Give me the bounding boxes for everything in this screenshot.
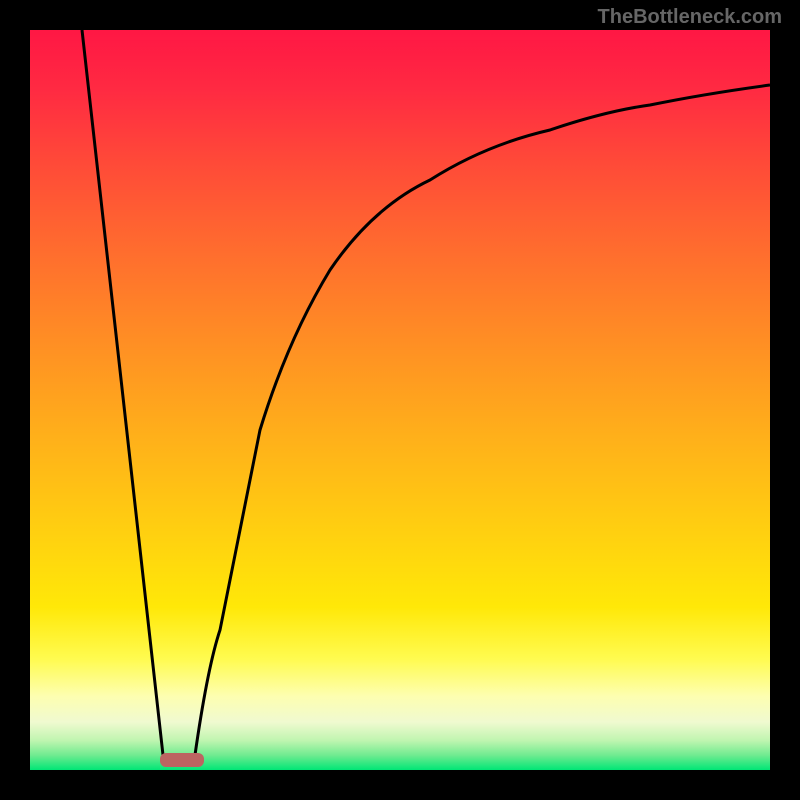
- plot-area: [30, 30, 770, 770]
- curve-overlay: [30, 30, 770, 770]
- bottleneck-curve: [82, 30, 770, 755]
- valley-marker: [160, 753, 204, 767]
- chart-container: TheBottleneck.com: [0, 0, 800, 800]
- watermark-text: TheBottleneck.com: [598, 6, 782, 29]
